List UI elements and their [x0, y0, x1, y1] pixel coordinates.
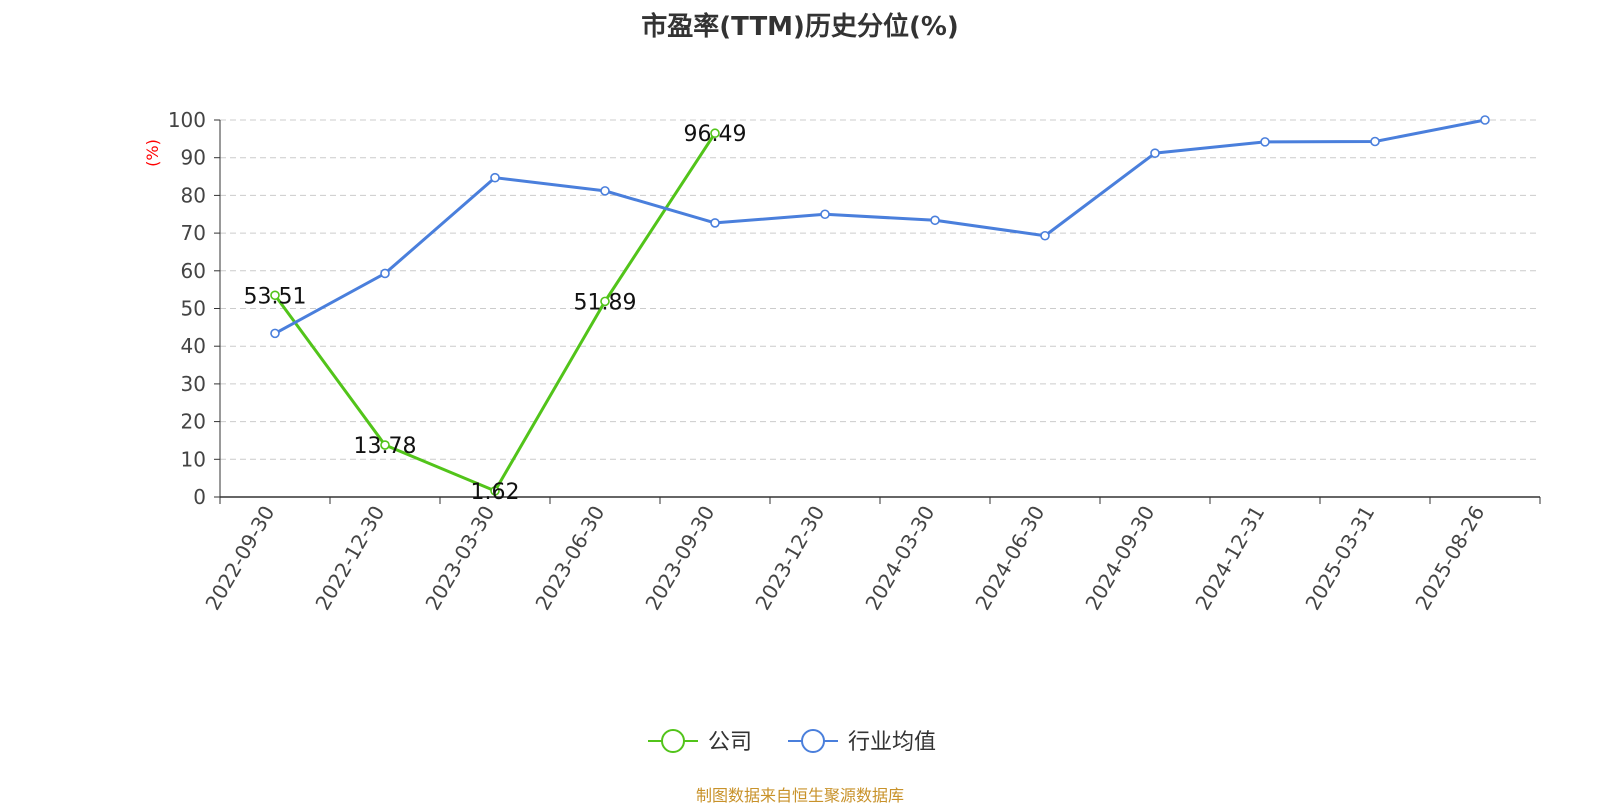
series-line	[273, 132, 717, 493]
x-tick-label: 2023-09-30	[640, 502, 719, 615]
x-tick-label: 2024-03-30	[860, 502, 939, 615]
y-tick-label: 90	[181, 146, 206, 170]
series-line	[274, 118, 1486, 335]
source-note: 制图数据来自恒生聚源数据库	[695, 786, 904, 805]
legend-marker	[661, 729, 685, 753]
data-label: 96.49	[684, 122, 747, 147]
y-tick-label: 30	[181, 372, 206, 396]
data-label: 51.89	[574, 290, 637, 315]
data-point	[270, 328, 280, 339]
legend: 公司 行业均值	[648, 729, 936, 755]
data-point	[930, 215, 940, 226]
legend-marker	[801, 729, 825, 753]
x-tick-label: 2025-08-26	[1410, 502, 1489, 615]
legend-label: 公司	[708, 730, 752, 755]
x-tick-label: 2023-12-30	[750, 502, 829, 615]
data-point	[1150, 148, 1160, 158]
y-tick-label: 40	[181, 334, 206, 358]
x-tick-label: 2025-03-31	[1300, 502, 1379, 615]
y-tick-label: 70	[181, 221, 206, 245]
grid-lines	[220, 119, 1540, 460]
legend-item: 公司	[648, 729, 752, 755]
data-point	[1040, 230, 1050, 241]
x-tick-label: 2024-09-30	[1080, 502, 1159, 615]
y-tick-label: 80	[181, 183, 206, 207]
x-tick-label: 2023-06-30	[530, 502, 609, 615]
legend-label: 行业均值	[848, 730, 936, 755]
x-tick-label: 2023-03-30	[420, 502, 499, 615]
series-lines	[270, 115, 1490, 496]
data-point	[490, 486, 500, 496]
y-tick-label: 100	[168, 108, 206, 132]
chart-title: 市盈率(TTM)历史分位(%)	[641, 12, 959, 42]
y-tick-label: 10	[181, 447, 206, 471]
data-point	[490, 172, 500, 183]
data-point	[380, 268, 390, 279]
y-tick-label: 20	[181, 410, 206, 434]
data-label: 53.51	[244, 284, 307, 309]
y-axis-label: (%)	[143, 139, 162, 167]
data-point	[600, 296, 610, 307]
x-tick-label: 2024-06-30	[970, 502, 1049, 615]
x-tick-label: 2022-12-30	[310, 502, 389, 615]
y-tick-label: 50	[181, 297, 206, 321]
y-tick-label: 0	[193, 485, 206, 509]
data-point	[1480, 115, 1490, 125]
x-tick-label: 2022-09-30	[200, 502, 279, 615]
axes: 0 10 20 30 40 50 60 70 80 90 100 2022-09-30 2022-12-…	[168, 108, 1541, 615]
data-point	[1370, 136, 1380, 147]
data-point	[1260, 137, 1270, 147]
data-point	[380, 440, 390, 450]
data-labels: 53.51 13.78 1.62 51.89 96.49	[244, 122, 747, 505]
data-label: 1.62	[471, 480, 520, 505]
y-tick-label: 60	[181, 259, 206, 283]
data-point	[270, 290, 280, 301]
data-point	[820, 209, 830, 220]
data-point	[600, 186, 610, 196]
legend-item: 行业均值	[788, 729, 936, 755]
data-point	[710, 128, 720, 139]
data-label: 13.78	[354, 434, 417, 459]
x-tick-label: 2024-12-31	[1190, 502, 1269, 615]
data-point	[710, 218, 720, 228]
